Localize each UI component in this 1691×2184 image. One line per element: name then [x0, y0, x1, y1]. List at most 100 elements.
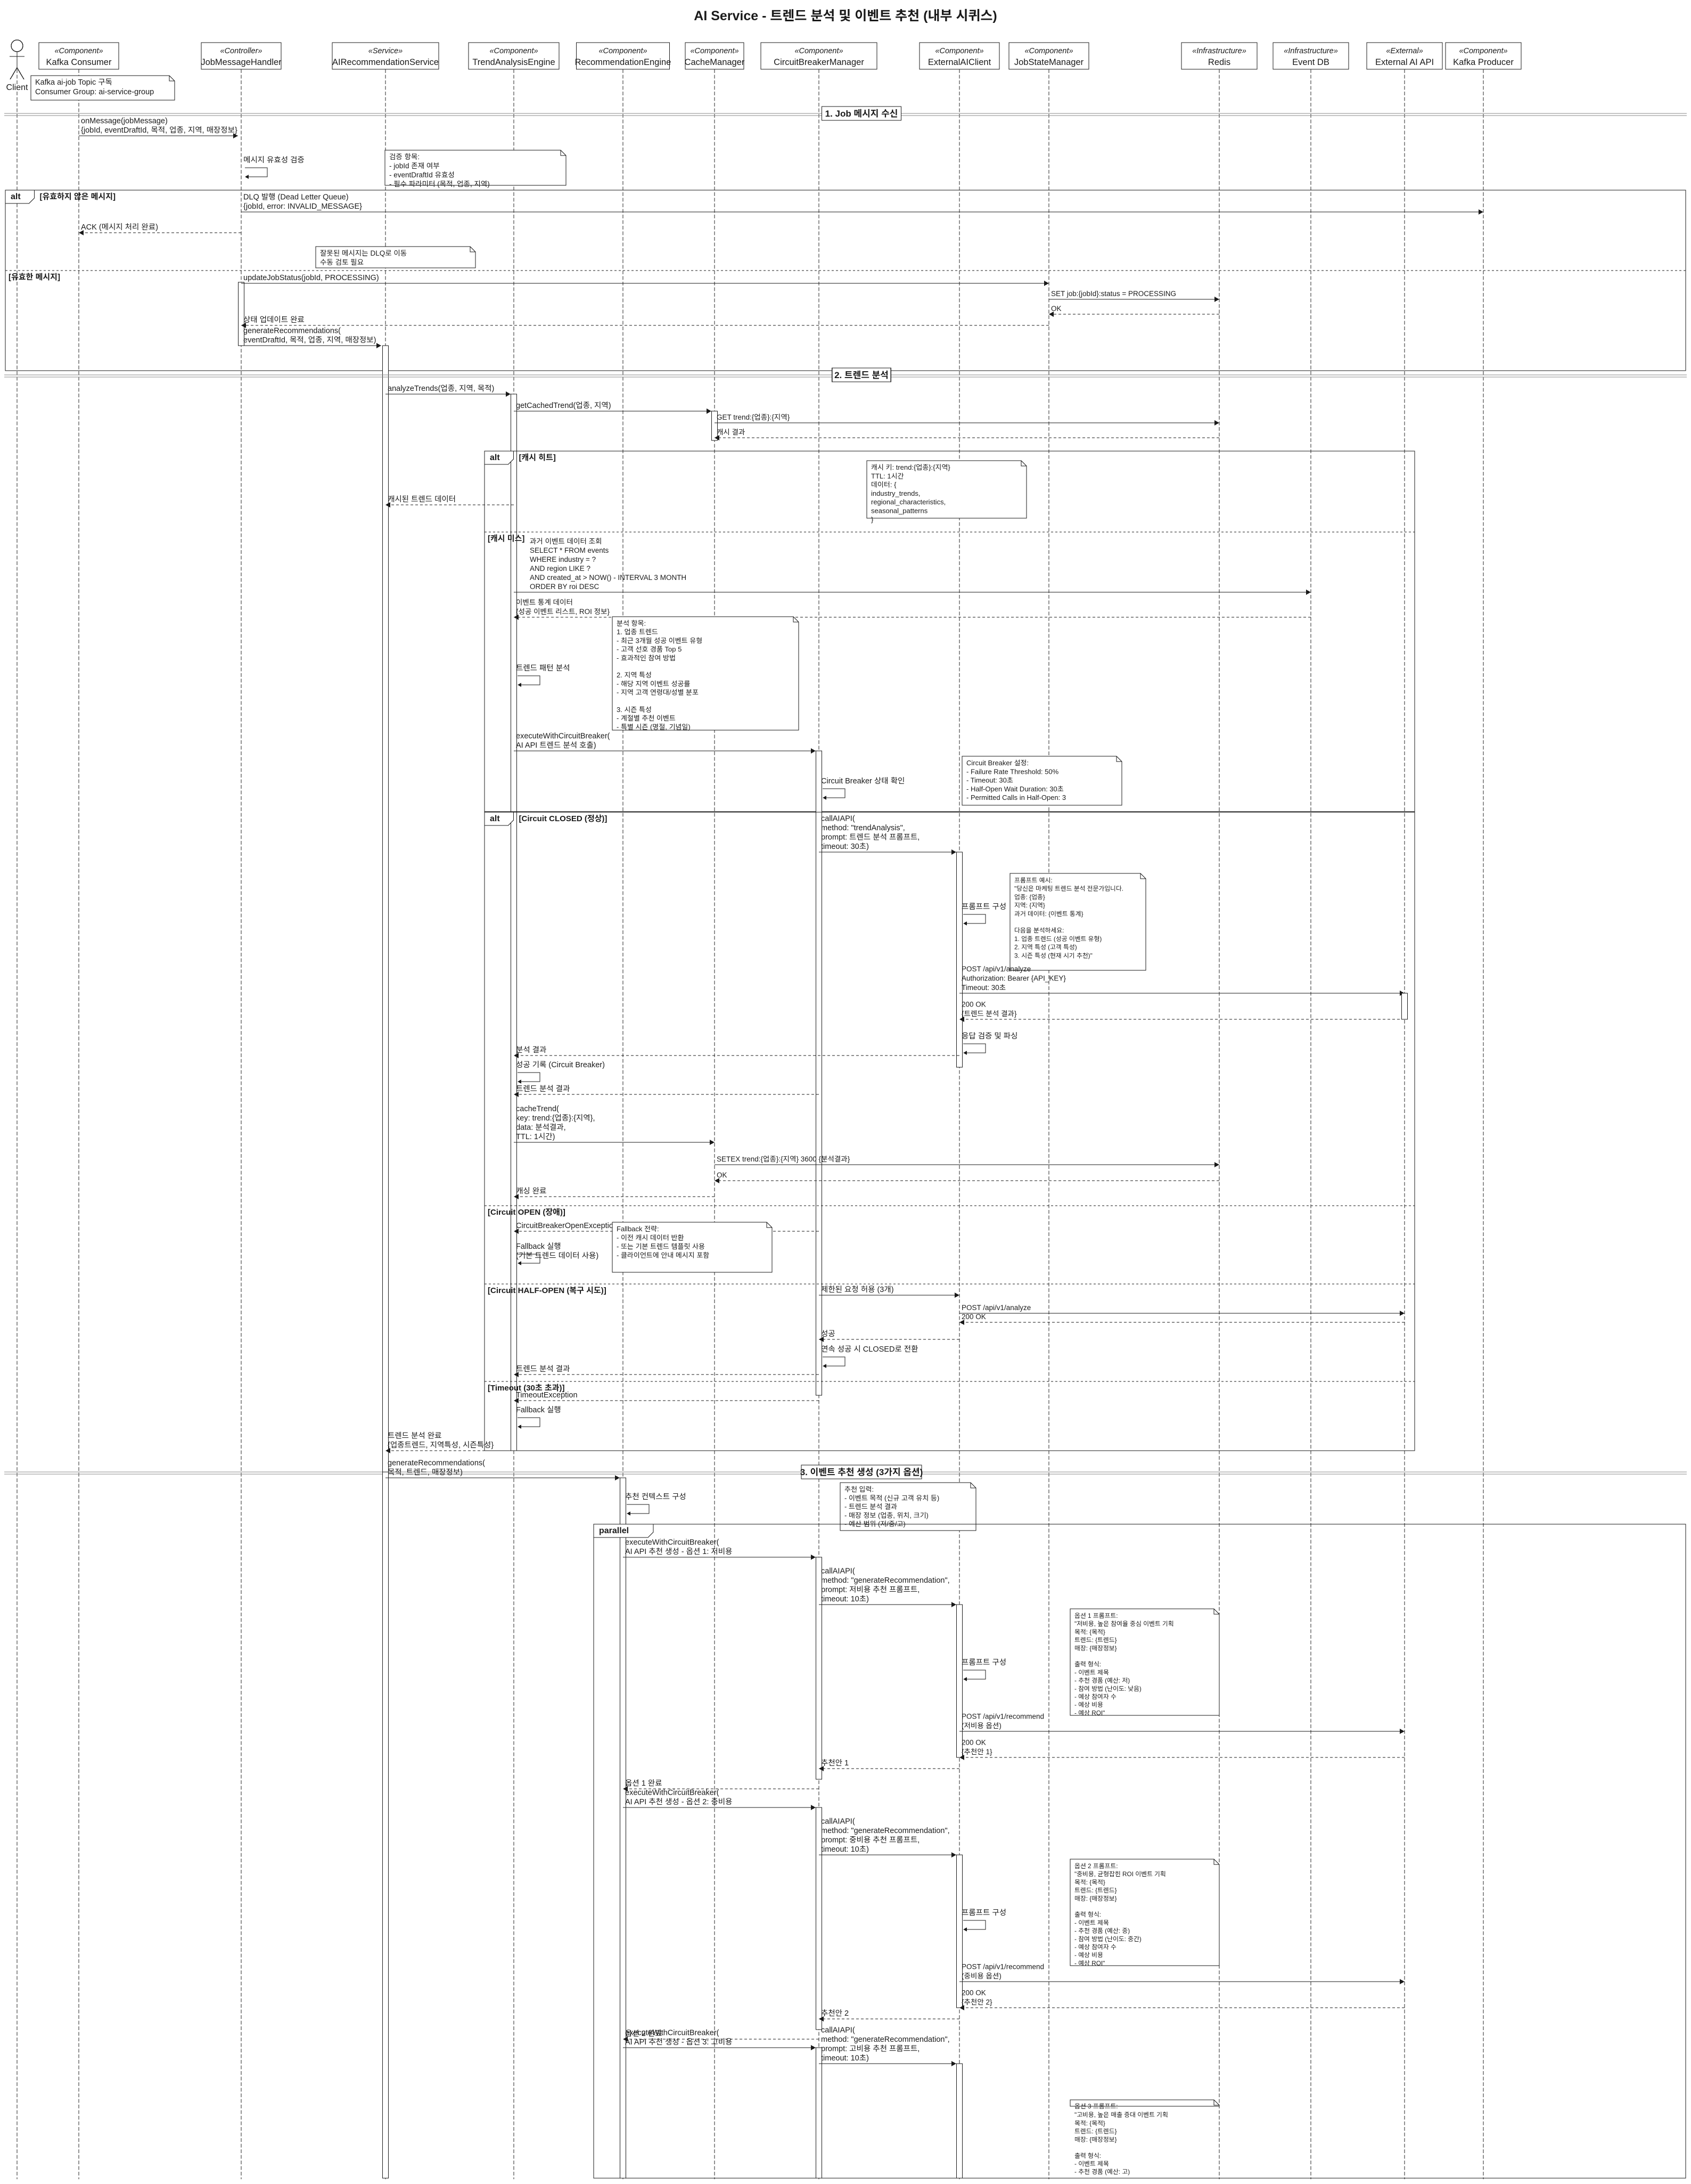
svg-text:AI API 추천 생성 - 옵션 3: 고비용: AI API 추천 생성 - 옵션 3: 고비용 — [625, 2038, 732, 2047]
svg-text:executeWithCircuitBreaker(: executeWithCircuitBreaker( — [625, 2029, 719, 2038]
svg-text:{성공 이벤트 리스트, ROI 정보}: {성공 이벤트 리스트, ROI 정보} — [516, 608, 610, 616]
svg-text:출력 형식:: 출력 형식: — [1074, 2152, 1101, 2160]
svg-text:«Infrastructure»: «Infrastructure» — [1192, 47, 1246, 55]
svg-text:목적: {목적}: 목적: {목적} — [1074, 1628, 1105, 1635]
svg-text:업종: {업종}: 업종: {업종} — [1014, 893, 1045, 901]
svg-text:OK: OK — [717, 1171, 727, 1179]
svg-text:Kafka Producer: Kafka Producer — [1453, 58, 1514, 67]
svg-text:cacheTrend(: cacheTrend( — [516, 1105, 559, 1114]
svg-text:- 매장 정보 (업종, 위치, 크기): - 매장 정보 (업종, 위치, 크기) — [844, 1511, 929, 1519]
svg-text:- 추천 경품 (예산: 고): - 추천 경품 (예산: 고) — [1074, 2168, 1130, 2175]
svg-text:"중비용, 균형잡힌 ROI 이벤트 기획: "중비용, 균형잡힌 ROI 이벤트 기획 — [1074, 1870, 1166, 1878]
svg-text:분석 항목:: 분석 항목: — [617, 619, 646, 627]
svg-text:제한된 요청 허용 (3개): 제한된 요청 허용 (3개) — [821, 1286, 894, 1294]
svg-text:3. 시즌 특성: 3. 시즌 특성 — [617, 706, 652, 714]
svg-text:출력 형식:: 출력 형식: — [1074, 1661, 1101, 1668]
svg-text:alt: alt — [490, 453, 500, 462]
svg-text:과거 이벤트 데이터 조회: 과거 이벤트 데이터 조회 — [530, 537, 602, 545]
svg-text:목적: {목적}: 목적: {목적} — [1074, 1878, 1105, 1886]
svg-text:트렌드: {트렌드}: 트렌드: {트렌드} — [1074, 1637, 1117, 1644]
svg-text:method: "generateRecommendatio: method: "generateRecommendation", — [821, 1576, 950, 1585]
svg-text:DLQ 발행 (Dead Letter Queue): DLQ 발행 (Dead Letter Queue) — [243, 193, 349, 202]
svg-text:[유효한 메시지]: [유효한 메시지] — [9, 273, 60, 282]
svg-text:industry_trends,: industry_trends, — [871, 489, 921, 497]
svg-text:callAIAPI(: callAIAPI( — [821, 815, 855, 823]
svg-text:200 OK: 200 OK — [962, 1313, 986, 1321]
svg-text:성공: 성공 — [821, 1330, 835, 1338]
svg-text:timeout: 30초): timeout: 30초) — [821, 842, 869, 851]
svg-text:«Component»: «Component» — [54, 47, 103, 55]
svg-text:과거 데이터: {이벤트 통계}: 과거 데이터: {이벤트 통계} — [1014, 910, 1083, 918]
svg-text:- 이벤트 제목: - 이벤트 제목 — [1074, 1668, 1109, 1676]
svg-text:- 예상 참여자 수: - 예상 참여자 수 — [1074, 1943, 1117, 1951]
svg-text:method: "generateRecommendatio: method: "generateRecommendation", — [821, 2035, 950, 2044]
svg-text:- 이벤트 제목: - 이벤트 제목 — [1074, 1919, 1109, 1926]
svg-text:- eventDraftId 유효성: - eventDraftId 유효성 — [389, 171, 455, 179]
svg-text:AI Service - 트렌드 분석 및 이벤트 추천 (: AI Service - 트렌드 분석 및 이벤트 추천 (내부 시퀴스) — [694, 9, 997, 23]
svg-text:[캐시 히트]: [캐시 히트] — [519, 453, 556, 462]
svg-text:executeWithCircuitBreaker(: executeWithCircuitBreaker( — [625, 1789, 719, 1797]
svg-text:[Circuit OPEN (장애)]: [Circuit OPEN (장애)] — [488, 1208, 565, 1217]
svg-text:- 추천 경품 (예산: 저): - 추천 경품 (예산: 저) — [1074, 1677, 1130, 1684]
svg-text:출력 형식:: 출력 형식: — [1074, 1911, 1101, 1918]
svg-text:- 해당 지역 이벤트 성공률: - 해당 지역 이벤트 성공률 — [617, 680, 690, 688]
svg-text:캐시된 트렌드 데이터: 캐시된 트렌드 데이터 — [388, 495, 456, 504]
svg-text:Circuit Breaker 설정:: Circuit Breaker 설정: — [966, 759, 1029, 767]
svg-text:POST /api/v1/analyze: POST /api/v1/analyze — [962, 965, 1031, 973]
svg-text:트렌드 패턴 분석: 트렌드 패턴 분석 — [516, 664, 570, 673]
svg-text:옵션 1 프롬프트:: 옵션 1 프롬프트: — [1074, 1612, 1118, 1619]
svg-text:1. 업종 트렌드: 1. 업종 트렌드 — [617, 628, 658, 636]
svg-text:Event DB: Event DB — [1292, 58, 1329, 67]
svg-text:timeout: 10초): timeout: 10초) — [821, 1845, 869, 1854]
svg-text:옵션 2 프롬프트:: 옵션 2 프롬프트: — [1074, 1862, 1118, 1870]
svg-text:«Infrastructure»: «Infrastructure» — [1284, 47, 1338, 55]
svg-text:«Service»: «Service» — [368, 47, 403, 55]
svg-text:callAIAPI(: callAIAPI( — [821, 1567, 855, 1576]
svg-text:CircuitBreakerOpenException: CircuitBreakerOpenException — [516, 1222, 618, 1230]
svg-text:(저비용 옵션): (저비용 옵션) — [962, 1722, 1002, 1730]
svg-text:onMessage(jobMessage): onMessage(jobMessage) — [81, 117, 168, 126]
svg-text:2. 지역 특성 (고객 특성): 2. 지역 특성 (고객 특성) — [1014, 944, 1077, 951]
svg-text:캐싱 완료: 캐싱 완료 — [516, 1187, 546, 1196]
svg-text:추천 컨텍스트 구성: 추천 컨텍스트 구성 — [625, 1492, 686, 1501]
svg-text:{추천안 2}: {추천안 2} — [962, 1998, 992, 2006]
svg-text:«Component»: «Component» — [489, 47, 538, 55]
svg-text:POST /api/v1/recommend: POST /api/v1/recommend — [962, 1963, 1044, 1971]
svg-text:Kafka Consumer: Kafka Consumer — [46, 58, 112, 67]
svg-text:- 참여 방법 (난이도: 낮음): - 참여 방법 (난이도: 낮음) — [1074, 1685, 1142, 1692]
svg-text:성공 기록 (Circuit Breaker): 성공 기록 (Circuit Breaker) — [516, 1061, 605, 1069]
svg-text:prompt: 저비용 추천 프롬프트,: prompt: 저비용 추천 프롬프트, — [821, 1585, 920, 1594]
svg-text:SETEX trend:{업종}:{지역} 3600 {분석: SETEX trend:{업종}:{지역} 3600 {분석결과} — [717, 1155, 850, 1163]
svg-text:연속 성공 시 CLOSED로 전환: 연속 성공 시 CLOSED로 전환 — [821, 1345, 918, 1354]
svg-text:매장: {매장정보}: 매장: {매장정보} — [1074, 1645, 1117, 1652]
svg-text:data: 분석결과,: data: 분석결과, — [516, 1124, 566, 1132]
svg-text:프롬프트 구성: 프롬프트 구성 — [962, 903, 1006, 911]
svg-text:JobMessageHandler: JobMessageHandler — [201, 58, 282, 67]
svg-text:(중비용 옵션): (중비용 옵션) — [962, 1972, 1002, 1980]
svg-text:- 이벤트 제목: - 이벤트 제목 — [1074, 2160, 1109, 2167]
svg-text:- 이벤트 목적 (신규 고객 유치 등): - 이벤트 목적 (신규 고객 유치 등) — [844, 1494, 939, 1502]
svg-text:추천 입력:: 추천 입력: — [844, 1485, 874, 1493]
svg-text:OK: OK — [1051, 305, 1062, 313]
svg-text:트렌드: {트렌드}: 트렌드: {트렌드} — [1074, 2128, 1117, 2135]
svg-text:prompt: 트렌드 분석 프롬프트,: prompt: 트렌드 분석 프롬프트, — [821, 833, 920, 842]
svg-text:트렌드 분석 결과: 트렌드 분석 결과 — [516, 1365, 570, 1373]
svg-text:TTL: 1시간: TTL: 1시간 — [871, 472, 904, 480]
svg-text:TrendAnalysisEngine: TrendAnalysisEngine — [472, 58, 555, 67]
svg-text:ACK (메시지 처리 완료): ACK (메시지 처리 완료) — [81, 223, 158, 232]
svg-text:generateRecommendations(: generateRecommendations( — [388, 1459, 485, 1468]
svg-text:3. 이벤트 추천 생성 (3가지 옵션): 3. 이벤트 추천 생성 (3가지 옵션) — [800, 1467, 923, 1477]
svg-text:Fallback 전략:: Fallback 전략: — [617, 1225, 659, 1233]
svg-text:[Circuit CLOSED (정상)]: [Circuit CLOSED (정상)] — [519, 814, 608, 823]
svg-text:캐시 결과: 캐시 결과 — [717, 428, 745, 436]
svg-text:parallel: parallel — [599, 1526, 629, 1535]
svg-text:[Circuit HALF-OPEN (복구 시도)]: [Circuit HALF-OPEN (복구 시도)] — [488, 1286, 606, 1295]
svg-text:POST /api/v1/analyze: POST /api/v1/analyze — [962, 1304, 1031, 1312]
svg-text:prompt: 고비용 추천 프롬프트,: prompt: 고비용 추천 프롬프트, — [821, 2044, 920, 2054]
svg-text:매장: {매장정보}: 매장: {매장정보} — [1074, 2136, 1117, 2143]
svg-text:다음을 분석하세요:: 다음을 분석하세요: — [1014, 927, 1064, 934]
svg-text:Timeout: 30초: Timeout: 30초 — [962, 984, 1006, 992]
svg-text:Fallback 실행: Fallback 실행 — [516, 1242, 561, 1251]
svg-text:Fallback 실행: Fallback 실행 — [516, 1406, 561, 1414]
svg-text:- jobId 존재 여부: - jobId 존재 여부 — [389, 162, 440, 170]
